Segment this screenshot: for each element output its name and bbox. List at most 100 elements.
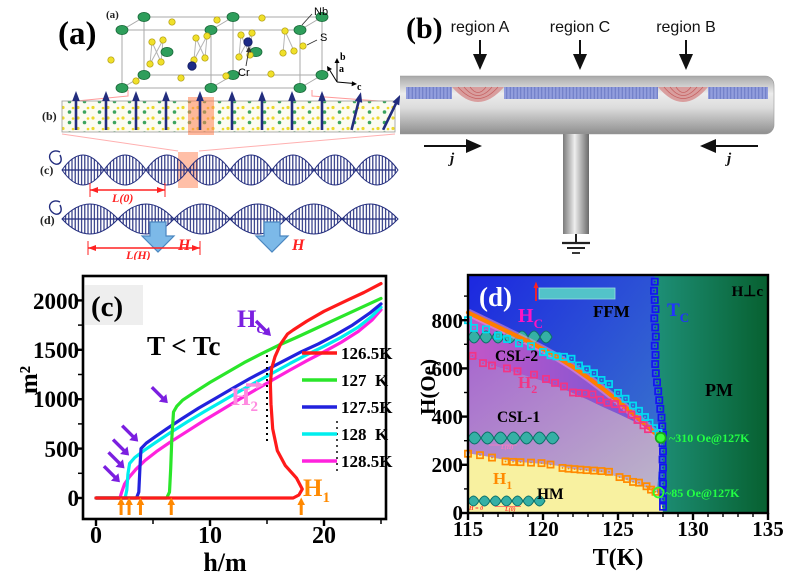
d-ytick-0: 0 — [453, 501, 464, 525]
region-b-dip — [658, 86, 708, 102]
c-plot-box — [81, 274, 388, 521]
panel-b-label: (b) — [406, 12, 443, 45]
c-ytick-4: 2000 — [33, 289, 79, 314]
d-ytick-3: 600 — [432, 357, 464, 381]
inset-label: (a) — [106, 9, 119, 21]
current-label-left: j — [448, 151, 455, 167]
region-a-label: region A — [451, 19, 510, 36]
crystal-axes — [327, 58, 357, 87]
c-annotation-arrows — [102, 385, 305, 515]
panel-a-label: (a) — [58, 16, 96, 52]
crystal-structure — [107, 11, 329, 94]
c-xtick-2: 20 — [312, 523, 336, 549]
region-b-label: region B — [656, 19, 716, 36]
atom-label-nb: Nb — [314, 6, 328, 18]
axis-label-c: c — [357, 82, 362, 93]
s-pointer — [306, 39, 318, 46]
cartoon-lh-label: L(H) — [500, 444, 513, 451]
cr-pointer-head — [246, 46, 252, 53]
field-label-h-2: H — [291, 237, 305, 254]
d-marker-310-label: ~310 Oe@127K — [669, 431, 750, 445]
panel-c-label: (c) — [91, 291, 123, 323]
d-pm-label: PM — [705, 380, 733, 400]
panel-d-chart: L(H) H = 0 L(0) (d) HC FFM TC H⊥c CSL-2 … — [416, 273, 784, 571]
atom-label-s: S — [320, 32, 327, 44]
d-hc-label: HC — [518, 305, 543, 331]
row-d-label: (d) — [40, 213, 55, 227]
d-axis-ticks — [461, 295, 770, 520]
c-yaxis-label: m² — [16, 366, 43, 394]
spin-texture-strip — [406, 87, 768, 99]
c-series-curves — [94, 282, 383, 500]
c-h2-label: H2 — [231, 384, 258, 415]
legend-label-1: 127 K — [341, 371, 389, 390]
region-c-label: region C — [550, 19, 610, 36]
d-yaxis-label: H(Oe) — [416, 359, 440, 415]
atom-label-cr: Cr — [238, 67, 250, 79]
c-ytick-0: 0 — [68, 486, 80, 511]
legend-label-0: 126.5K — [341, 344, 393, 363]
d-ytick-4: 800 — [432, 309, 464, 333]
d-xtick-3: 130 — [677, 517, 709, 541]
row-b-label: (b) — [42, 109, 57, 123]
sample-bar — [400, 75, 775, 135]
field-label-h-1: H — [177, 237, 191, 254]
d-h1-label: H1 — [493, 469, 512, 492]
d-tc-label: TC — [667, 300, 689, 325]
c-hc-arrow-head — [262, 327, 271, 336]
current-label-right: j — [725, 151, 732, 167]
c-xaxis-label: h/m — [203, 548, 247, 575]
lh-label: L(H) — [125, 248, 151, 260]
l0-label: L(0) — [111, 191, 133, 205]
hm-helix-cartoon — [467, 495, 546, 507]
d-xtick-2: 125 — [602, 517, 634, 541]
c-h1-label: H1 — [303, 475, 330, 506]
region-pointer-arrows — [473, 40, 693, 70]
d-xtick-4: 135 — [752, 517, 784, 541]
d-h2-label: H2 — [518, 373, 537, 396]
field-block-arrows — [140, 221, 290, 253]
c-hc-arrow — [254, 319, 269, 334]
lh-span — [87, 241, 201, 255]
ground-stub — [563, 134, 589, 234]
d-csl2-label: CSL-2 — [495, 348, 538, 365]
c-legend: 126.5K 127 K 127.5K 128 K 128.5K — [302, 344, 393, 471]
region-a-dip — [452, 86, 504, 102]
ffm-spin-cartoon — [533, 281, 616, 301]
c-ytick-1: 500 — [45, 437, 80, 462]
axis-label-a: a — [339, 64, 344, 75]
soliton-wave-h0 — [61, 154, 399, 186]
nb-pointer — [301, 13, 313, 26]
c-annotation-ttc: T < Tc — [147, 331, 220, 361]
d-ffm-label: FFM — [593, 302, 630, 321]
legend-label-3: 128 K — [341, 425, 389, 444]
chirality-curl-d — [48, 200, 62, 215]
c-panel-label-bg — [85, 285, 143, 325]
d-xtick-1: 120 — [527, 517, 559, 541]
panel-b: (b) region A region C region B — [400, 12, 775, 254]
d-orientation-label: H⊥c — [732, 284, 764, 300]
axis-label-b: b — [340, 52, 346, 63]
d-ytick-2: 400 — [432, 405, 464, 429]
cartoon-l0-label: L(0) — [504, 506, 516, 513]
legend-label-2: 127.5K — [341, 398, 393, 417]
csl1-soliton-cartoon — [467, 431, 560, 445]
l0-span — [89, 183, 166, 197]
lattice-strip — [61, 100, 396, 133]
d-xaxis-label: T(K) — [593, 545, 644, 571]
soliton-wave-h — [61, 203, 399, 235]
legend-label-4: 128.5K — [341, 452, 393, 471]
panel-a: (a) (a) Nb S Cr b a c (b) — [40, 6, 400, 260]
inset-connectors — [65, 90, 393, 103]
cartoon-h0-label: H = 0 — [468, 506, 483, 512]
d-xtick-0: 115 — [453, 517, 483, 541]
panel-d-label: (d) — [479, 282, 512, 312]
ground-symbol — [562, 234, 590, 254]
spin-arrows — [72, 91, 400, 131]
chirality-curl-c — [48, 150, 62, 165]
strip-connectors — [61, 133, 396, 152]
c-ytick-3: 1500 — [33, 338, 79, 363]
d-csl1-label: CSL-1 — [497, 409, 540, 426]
c-h2-arrow-head — [256, 381, 264, 389]
